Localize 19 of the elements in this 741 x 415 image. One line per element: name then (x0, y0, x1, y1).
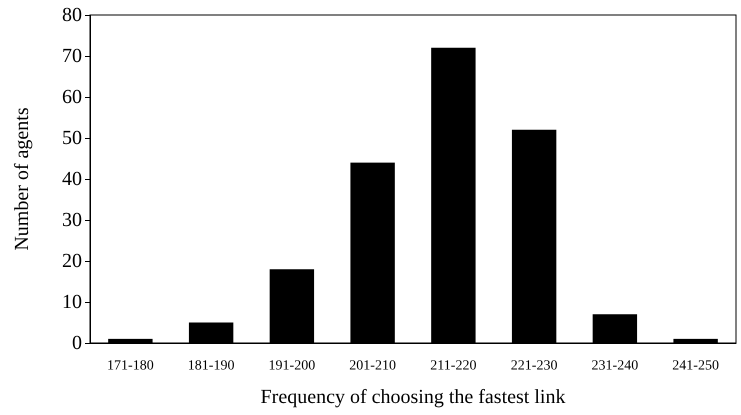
y-tick-label: 60 (62, 86, 82, 108)
y-tick-label: 70 (62, 45, 82, 67)
y-tick-label: 10 (62, 291, 82, 313)
x-tick-label: 181-190 (188, 358, 234, 374)
y-tick-label: 80 (62, 4, 82, 26)
x-tick-label: 191-200 (268, 358, 316, 374)
y-tick-label: 40 (62, 168, 82, 190)
x-tick-label: 211-220 (430, 358, 476, 374)
y-axis-title: Number of agents (11, 107, 33, 251)
y-tick-label: 50 (62, 127, 82, 149)
x-tick-label: 171-180 (107, 358, 154, 374)
y-tick-label: 30 (62, 209, 82, 231)
x-tick-label: 241-250 (672, 358, 719, 374)
x-tick-label: 231-240 (592, 358, 638, 374)
x-tick-label: 201-210 (349, 358, 396, 374)
y-tick-label: 20 (62, 250, 82, 272)
x-axis-title: Frequency of choosing the fastest link (260, 386, 566, 408)
x-tick-label: 221-230 (510, 358, 558, 374)
y-tick-label: 0 (72, 332, 82, 354)
